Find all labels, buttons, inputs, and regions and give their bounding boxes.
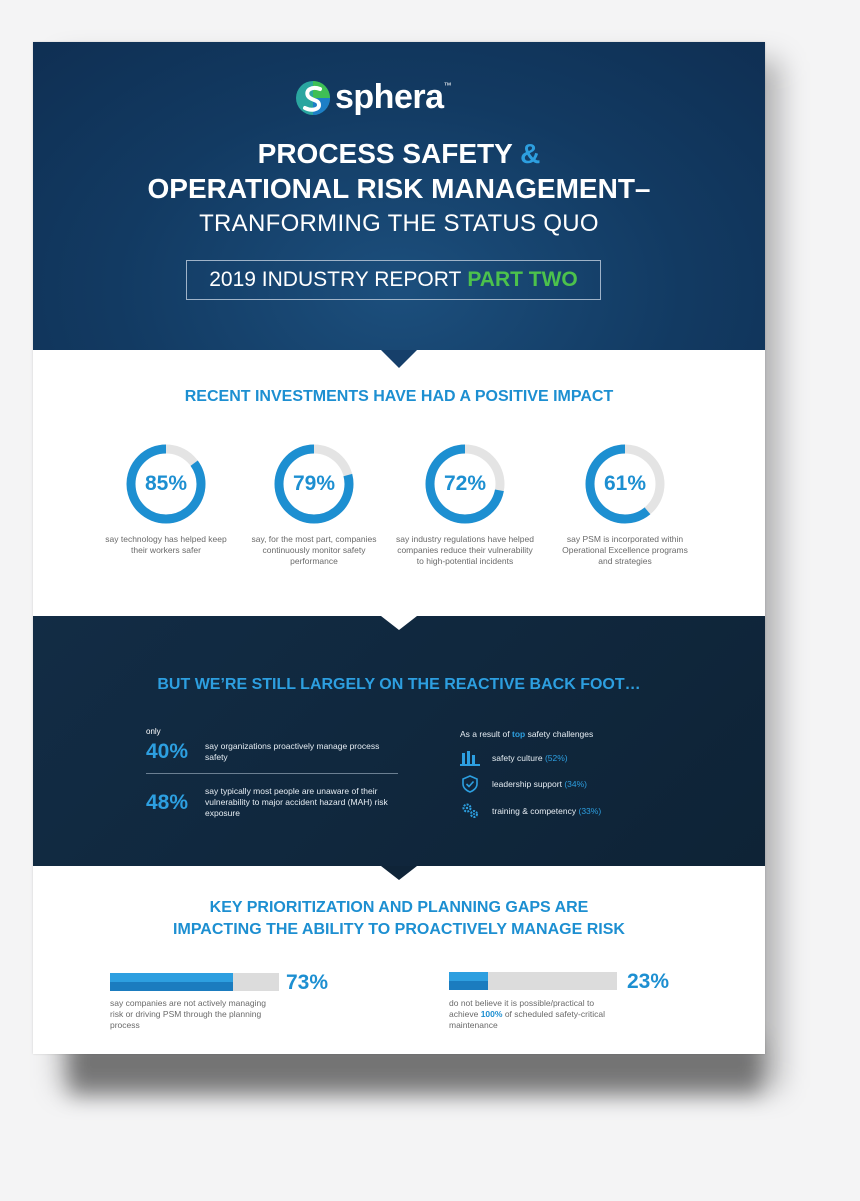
gap-bar-2 <box>449 972 617 990</box>
trademark: ™ <box>443 81 452 90</box>
donut-chart-4: 61% <box>583 442 667 526</box>
gaps-heading-line-1: KEY PRIORITIZATION AND PLANNING GAPS ARE <box>209 899 589 916</box>
challenge-pct: (52%) <box>544 753 568 763</box>
donut-caption-1: say technology has helped keep their wor… <box>105 534 227 555</box>
donut-arc <box>425 444 505 524</box>
report-page: sphera ™ PROCESS SAFETY & OPERATIONAL RI… <box>33 42 765 1054</box>
challenge-label: training & competency <box>492 806 577 816</box>
report-part: PART TWO <box>467 268 578 291</box>
gap-stat-1-value: 73% <box>286 971 329 994</box>
reactive-section: BUT WE’RE STILL LARGELY ON THE REACTIVE … <box>33 616 765 866</box>
report-label: 2019 INDUSTRY REPORT <box>209 268 462 291</box>
donut-chart-1: 85% <box>124 442 208 526</box>
subtitle: TRANFORMING THE STATUS QUO <box>199 210 599 237</box>
stat-48-text: say typically most people are unaware of… <box>205 786 388 818</box>
gap-stat-2-text-before: do not believe it is possible/practical … <box>449 998 595 1019</box>
shield-check-icon <box>462 775 478 793</box>
stat-48-value: 48% <box>146 791 189 814</box>
gap-stat-2-text-after: of scheduled safety-critical maintenance <box>449 1009 605 1030</box>
challenges-top: top <box>511 729 526 739</box>
title-ampersand: & <box>520 138 541 169</box>
only-label: only <box>146 727 161 736</box>
donut-value: 72% <box>443 472 487 495</box>
donut-arc <box>126 444 206 524</box>
title-line-1: PROCESS SAFETY & <box>33 138 765 170</box>
challenge-pct: (33%) <box>578 806 602 816</box>
section-arrow-1 <box>381 350 417 368</box>
gap-stat-2-value: 23% <box>627 970 670 993</box>
brand-name: sphera <box>335 78 444 116</box>
factory-icon <box>460 751 480 766</box>
challenge-leadership-support: leadership support (34%) <box>460 775 587 793</box>
investments-heading: RECENT INVESTMENTS HAVE HAD A POSITIVE I… <box>184 388 614 405</box>
donut-value: 85% <box>144 472 188 495</box>
gaps-heading-line-2: IMPACTING THE ABILITY TO PROACTIVELY MAN… <box>173 921 625 938</box>
donut-chart-2: 79% <box>272 442 356 526</box>
donut-value: 79% <box>292 472 336 495</box>
section-arrow-2 <box>381 616 417 630</box>
gap-bar-2-fill <box>449 972 488 990</box>
gap-stat-2-text: do not believe it is possible/practical … <box>449 998 609 1031</box>
donut-arc <box>585 444 665 524</box>
investments-section: RECENT INVESTMENTS HAVE HAD A POSITIVE I… <box>33 350 765 616</box>
challenges-suffix: safety challenges <box>527 729 594 739</box>
gears-icon <box>462 803 478 818</box>
sphera-logo-icon <box>296 80 330 115</box>
title-text-1: PROCESS SAFETY <box>257 138 513 169</box>
donut-value: 61% <box>603 472 647 495</box>
challenge-pct: (34%) <box>564 779 587 789</box>
stat-40-value: 40% <box>146 740 189 763</box>
gap-stat-1-text: say companies are not actively managing … <box>110 998 266 1030</box>
donut-caption-4: say PSM is incorporated within Operation… <box>562 534 688 566</box>
brand-logo: sphera ™ <box>295 78 452 117</box>
section-arrow-3 <box>381 866 417 880</box>
reactive-heading: BUT WE’RE STILL LARGELY ON THE REACTIVE … <box>157 676 641 693</box>
stat-divider <box>146 773 398 774</box>
gaps-section: KEY PRIORITIZATION AND PLANNING GAPS ARE… <box>33 866 765 1054</box>
report-label-box: 2019 INDUSTRY REPORT PART TWO <box>186 260 601 300</box>
donut-caption-3: say industry regulations have helped com… <box>396 534 534 566</box>
challenge-training-competency: training & competency (33%) <box>460 802 601 820</box>
donut-arc <box>274 444 354 524</box>
gap-bar-1 <box>110 973 279 991</box>
gaps-heading: KEY PRIORITIZATION AND PLANNING GAPS ARE… <box>33 897 765 941</box>
stat-40-text: say organizations proactively manage pro… <box>205 741 380 762</box>
challenges-intro: As a result of top safety challenges <box>460 729 593 739</box>
donut-chart-3: 72% <box>423 442 507 526</box>
challenges-prefix: As a result of <box>460 729 510 739</box>
gap-bar-1-fill <box>110 973 234 991</box>
gap-stat-2-text-bold: 100% <box>480 1009 503 1019</box>
header-banner: sphera ™ PROCESS SAFETY & OPERATIONAL RI… <box>33 42 765 350</box>
challenge-label: leadership support <box>492 779 562 789</box>
challenge-safety-culture: safety culture (52%) <box>460 749 568 767</box>
donut-caption-2: say, for the most part, companies contin… <box>251 534 377 566</box>
title-line-2: OPERATIONAL RISK MANAGEMENT– <box>147 173 651 204</box>
challenge-label: safety culture <box>492 753 543 763</box>
